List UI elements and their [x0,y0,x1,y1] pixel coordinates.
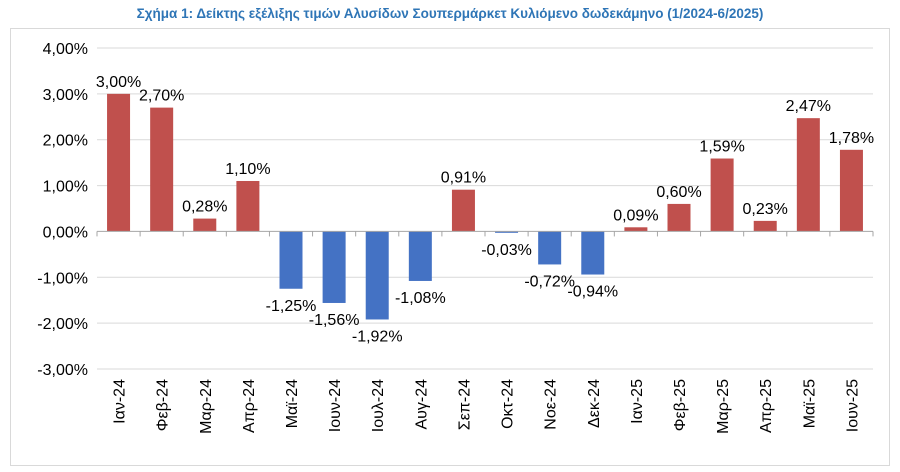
chart-title: Σχήμα 1: Δείκτης εξέλιξης τιμών Αλυσίδων… [136,6,764,21]
y-tick-label: -1,00% [37,270,88,287]
bar [839,149,863,232]
bar [796,118,820,232]
bar [581,231,605,275]
y-tick-label: 3,00% [43,87,88,104]
bar [408,231,432,281]
x-tick-label: Ιαν-24 [112,379,129,424]
x-tick-label: Φεβ-25 [672,379,689,431]
data-label: 1,78% [829,130,874,147]
bar [667,203,691,232]
data-label: 0,09% [613,207,658,224]
data-label: 2,70% [139,88,184,105]
y-tick-label: -2,00% [37,316,88,333]
x-tick-label: Ιουν-24 [327,379,344,432]
x-tick-label: Μαϊ-24 [284,379,301,428]
x-tick-label: Ιουν-25 [844,379,861,432]
data-label: -1,08% [395,290,446,307]
y-tick-label: 0,00% [43,224,88,241]
y-tick-label: 2,00% [43,133,88,150]
x-tick-label: Μαρ-25 [715,379,732,434]
bar [236,180,260,232]
data-label: -1,92% [352,328,403,345]
data-label: 0,60% [656,184,701,201]
bar [451,189,475,232]
data-label: -0,72% [524,273,575,290]
data-label: 0,23% [743,201,788,218]
bar [150,107,174,232]
bar [279,231,303,289]
bar [710,158,734,232]
y-tick-label: 1,00% [43,179,88,196]
x-tick-label: Οκτ-24 [500,379,517,429]
chart-frame [10,28,890,466]
data-label: 0,91% [441,170,486,187]
x-tick-label: Απρ-25 [758,379,775,433]
x-tick-label: Σεπ-24 [456,379,473,430]
bar [193,218,217,232]
data-label: -1,25% [266,298,317,315]
bar [365,231,389,320]
data-label: -0,94% [567,284,618,301]
bar [624,227,648,232]
bar [495,231,519,233]
data-label: -0,03% [481,242,532,259]
data-label: 3,00% [96,74,141,91]
x-tick-label: Απρ-24 [241,379,258,433]
x-tick-label: Μαϊ-25 [801,379,818,428]
x-tick-label: Νοε-24 [543,379,560,430]
data-label: 1,10% [225,161,270,178]
data-label: -1,56% [309,312,360,329]
bar [753,220,777,232]
x-tick-label: Φεβ-24 [155,379,172,431]
y-tick-label: 4,00% [43,41,88,58]
data-label: 1,59% [699,139,744,156]
data-label: 0,28% [182,199,227,216]
data-label: 2,47% [786,98,831,115]
bar [322,231,346,303]
bar [538,231,562,265]
x-tick-label: Ιουλ-24 [370,379,387,432]
x-tick-label: Μαρ-24 [198,379,215,434]
y-tick-label: -3,00% [37,362,88,379]
x-tick-label: Αυγ-24 [413,379,430,430]
bar [107,93,131,232]
x-tick-label: Δεκ-24 [586,379,603,428]
x-tick-label: Ιαν-25 [629,379,646,424]
